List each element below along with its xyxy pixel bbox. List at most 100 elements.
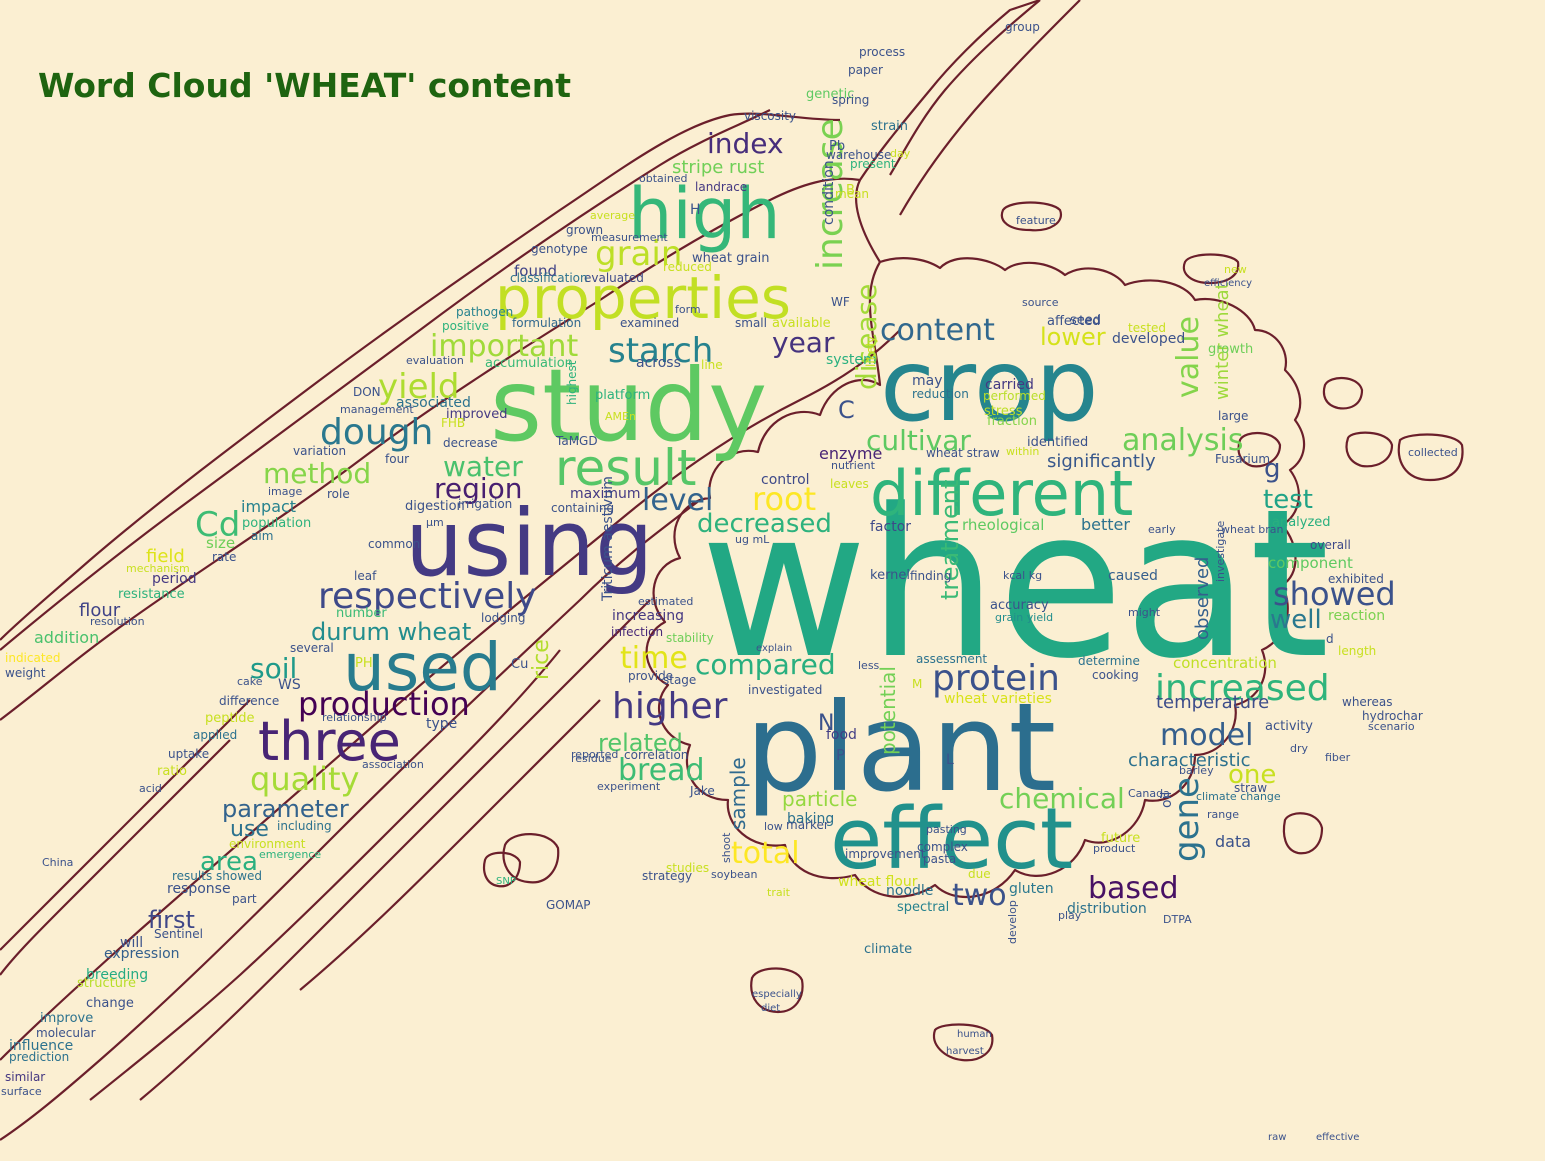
word-kcal-kg: kcal kg: [1003, 569, 1042, 582]
word-g: g: [1264, 454, 1281, 484]
word-develop: develop: [1006, 900, 1019, 944]
word-paper: paper: [848, 63, 883, 77]
word-wheat-straw: wheat straw: [926, 446, 1000, 460]
word-first: first: [148, 906, 195, 934]
word-jake: Jake: [689, 784, 715, 798]
word-improvement: improvement: [845, 847, 926, 861]
word-variation: variation: [293, 444, 346, 458]
word-type: type: [426, 716, 457, 732]
word-within: within: [1006, 445, 1039, 458]
word-treatment: treatment: [936, 480, 964, 600]
word-source: source: [1022, 296, 1059, 309]
word-influence: influence: [9, 1038, 73, 1054]
word-using: using: [405, 490, 654, 597]
word-estimated: estimated: [638, 595, 693, 608]
word-provide: provide: [628, 669, 673, 683]
word-better: better: [1081, 515, 1130, 534]
word-amen: AMEn: [605, 410, 636, 423]
word-marker: marker: [786, 818, 829, 832]
word-efficiency: efficiency: [1204, 278, 1252, 289]
word-durum-wheat: durum wheat: [311, 618, 471, 646]
word-analysis: analysis: [1122, 423, 1243, 458]
word-digestion: digestion: [405, 499, 465, 514]
word-improved: improved: [446, 407, 507, 422]
word-cd: Cd: [195, 505, 240, 545]
word-n: N: [818, 711, 834, 736]
word-will: will: [120, 935, 143, 951]
word-stress: stress: [984, 404, 1023, 419]
word-affected: affected: [1047, 314, 1100, 329]
word-showed: showed: [1273, 575, 1396, 613]
word-strategy: strategy: [642, 869, 692, 883]
word-measurement: measurement: [591, 231, 668, 244]
word-results-showed: results showed: [172, 869, 262, 883]
word-platform: platform: [595, 388, 650, 403]
word-dtpa: DTPA: [1163, 913, 1192, 926]
word-canada: Canada: [1128, 787, 1170, 800]
word-scenario: scenario: [1368, 720, 1415, 733]
word-residue: residue: [571, 752, 612, 765]
word-decrease: decrease: [443, 436, 498, 450]
word-p: P: [836, 746, 845, 764]
word-gene: gene: [1167, 777, 1207, 862]
word-acid: acid: [139, 782, 162, 795]
word-fhb: FHB: [441, 416, 465, 430]
word-overall: overall: [1310, 538, 1351, 552]
word-soil: soil: [250, 652, 297, 685]
word-decreased: decreased: [697, 509, 832, 539]
word-shoot: shoot: [720, 832, 733, 863]
word-analyzed: analyzed: [1272, 515, 1331, 530]
word-infection: infection: [611, 625, 663, 639]
word-snp: SNP: [496, 876, 516, 887]
word-strain: strain: [871, 119, 908, 134]
word-wheat-varieties: wheat varieties: [944, 691, 1052, 707]
word-wheat: wheat: [700, 466, 1330, 704]
word-ph: PH: [355, 656, 373, 671]
word-water: water: [443, 450, 523, 483]
word-trait: trait: [767, 886, 791, 899]
word-activity: activity: [1265, 719, 1313, 734]
word-winter-wheat: winter wheat: [1212, 282, 1233, 400]
word-quality: quality: [250, 760, 359, 798]
word-food: food: [826, 727, 857, 743]
word-effective: effective: [1316, 1132, 1359, 1143]
word-positive: positive: [442, 319, 489, 333]
word-weight: weight: [5, 666, 46, 680]
word-performed: performed: [983, 389, 1046, 403]
word-b: B: [846, 183, 855, 198]
word-viscosity: viscosity: [744, 109, 796, 123]
word-starch: starch: [608, 331, 713, 371]
word-early: early: [1148, 523, 1176, 536]
word-diet: diet: [761, 1003, 780, 1014]
word-studies: studies: [666, 861, 709, 875]
word-distribution: distribution: [1067, 901, 1147, 917]
word-reaction: reaction: [1328, 608, 1385, 624]
word-well: well: [1270, 605, 1322, 635]
word-effect: effect: [830, 790, 1073, 889]
word-wf: WF: [831, 295, 850, 309]
word-investigate: investigate: [1214, 521, 1227, 582]
word-indicated: indicated: [5, 651, 61, 665]
word-climate-change: climate change: [1196, 790, 1281, 803]
word-correlation: correlation: [624, 748, 688, 762]
word-test: test: [1263, 485, 1313, 515]
word-sentinel: Sentinel: [154, 927, 203, 941]
word-one: one: [1228, 760, 1276, 790]
word-fusarium: Fusarium: [1215, 452, 1270, 466]
word-hydrochar: hydrochar: [1362, 709, 1423, 723]
word-use: use: [230, 817, 269, 842]
word-condition: condition: [821, 160, 837, 225]
word-investigated: investigated: [748, 683, 822, 697]
word-increased: increased: [1155, 668, 1330, 709]
word-play: play: [1058, 909, 1082, 922]
word-model: model: [1160, 718, 1253, 753]
word-parameter: parameter: [222, 795, 349, 823]
word-developed: developed: [1112, 331, 1185, 347]
word-field: field: [146, 546, 185, 567]
word-several: several: [290, 641, 334, 655]
word-used: used: [343, 629, 502, 706]
word-irrigation: irrigation: [458, 497, 512, 511]
word-index: index: [707, 127, 784, 160]
